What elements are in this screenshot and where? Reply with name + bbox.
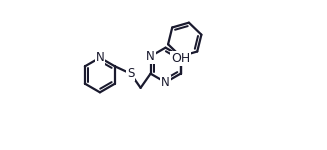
Text: N: N xyxy=(95,51,104,64)
Text: N: N xyxy=(161,76,170,89)
Text: S: S xyxy=(127,67,134,80)
Text: OH: OH xyxy=(171,52,190,65)
Text: N: N xyxy=(146,50,155,63)
